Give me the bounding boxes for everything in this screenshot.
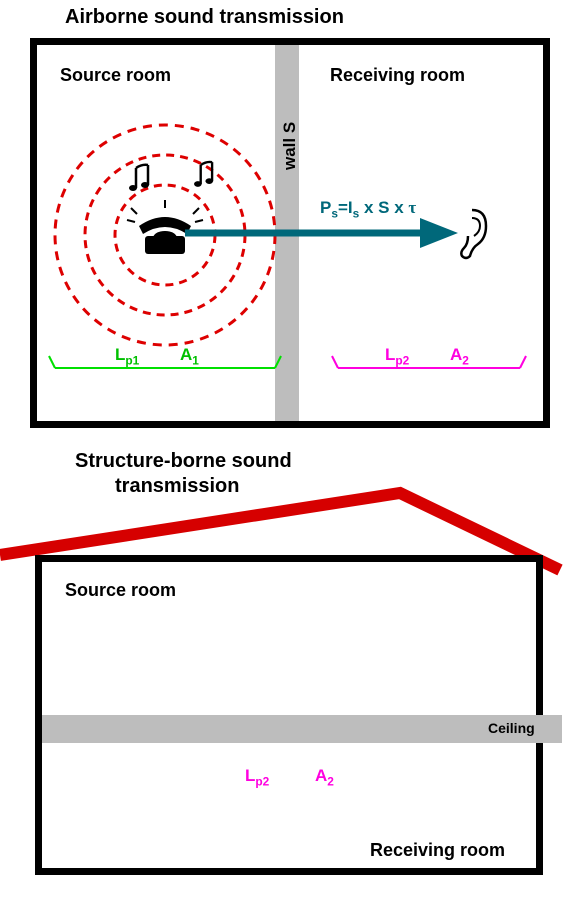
- a2-label-2: A2: [315, 766, 334, 788]
- ceiling: [42, 715, 562, 743]
- lp2-label-2: Lp2: [245, 766, 269, 788]
- receiving-room-label-2: Receiving room: [370, 840, 505, 861]
- ceiling-label: Ceiling: [488, 720, 535, 736]
- source-room-label-2: Source room: [65, 580, 176, 601]
